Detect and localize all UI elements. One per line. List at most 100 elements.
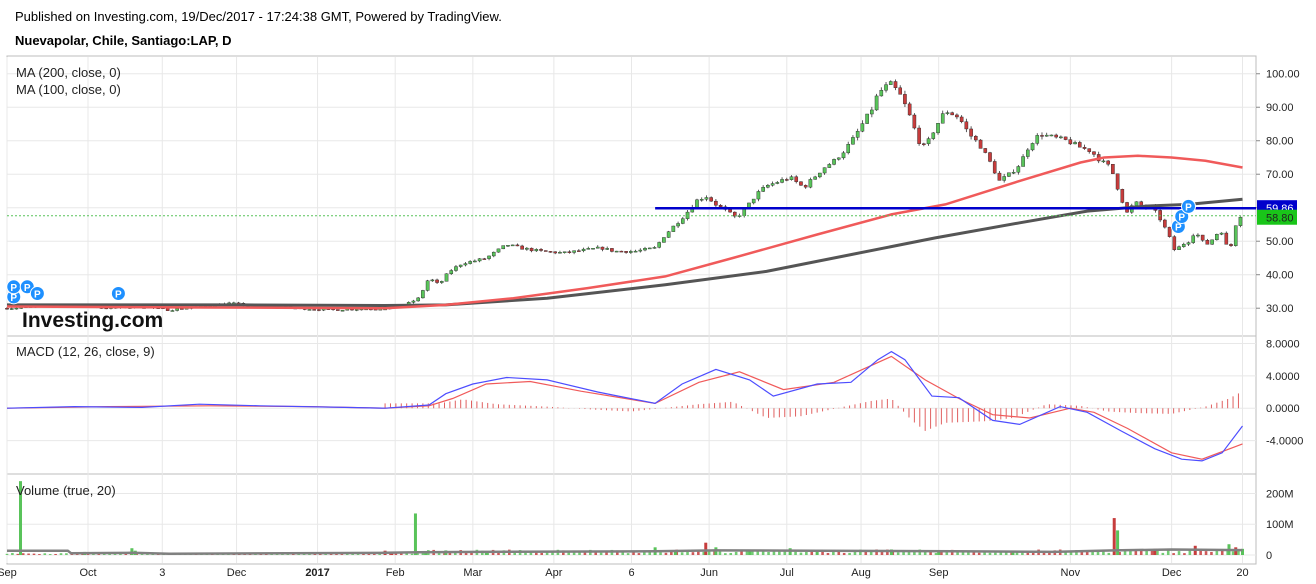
candle[interactable] xyxy=(841,152,846,159)
candle[interactable] xyxy=(870,109,874,115)
candle[interactable] xyxy=(425,280,430,291)
ma200-line[interactable] xyxy=(7,197,1243,308)
candle[interactable] xyxy=(581,248,586,252)
candle[interactable] xyxy=(444,273,449,282)
candle[interactable] xyxy=(595,246,600,249)
candle[interactable] xyxy=(496,248,501,253)
candle[interactable] xyxy=(463,263,468,266)
candle[interactable] xyxy=(1044,134,1049,137)
candle[interactable] xyxy=(600,246,605,250)
candle[interactable] xyxy=(624,251,628,253)
candle[interactable] xyxy=(416,297,420,302)
candle[interactable] xyxy=(964,121,969,130)
candle[interactable] xyxy=(312,309,316,311)
candle[interactable] xyxy=(1021,156,1025,167)
candle[interactable] xyxy=(591,248,595,250)
candle[interactable] xyxy=(836,157,841,160)
candle[interactable] xyxy=(681,218,685,224)
candle[interactable] xyxy=(699,199,704,201)
candle[interactable] xyxy=(340,310,345,312)
candle[interactable] xyxy=(1077,142,1082,148)
candle[interactable] xyxy=(1111,164,1115,174)
candle[interactable] xyxy=(917,127,921,144)
candle[interactable] xyxy=(884,84,888,91)
candle[interactable] xyxy=(430,279,435,282)
candle[interactable] xyxy=(1219,232,1224,235)
candle[interactable] xyxy=(1210,239,1214,245)
candle[interactable] xyxy=(978,139,983,149)
candle[interactable] xyxy=(714,200,718,206)
candle[interactable] xyxy=(893,81,898,89)
candle[interactable] xyxy=(572,250,576,253)
candle[interactable] xyxy=(879,90,884,97)
candle[interactable] xyxy=(846,144,851,154)
candle[interactable] xyxy=(586,248,591,250)
candle[interactable] xyxy=(567,251,572,253)
candle[interactable] xyxy=(482,258,487,260)
candle[interactable] xyxy=(1054,134,1058,138)
candle[interactable] xyxy=(1229,244,1233,246)
event-marker-icon[interactable] xyxy=(110,286,126,302)
candle[interactable] xyxy=(165,308,170,311)
candle[interactable] xyxy=(1134,201,1139,206)
candle[interactable] xyxy=(832,159,836,165)
ma100-line[interactable] xyxy=(6,154,1243,310)
candle[interactable] xyxy=(1063,136,1068,140)
candle[interactable] xyxy=(435,279,439,283)
candle[interactable] xyxy=(1092,151,1096,155)
candle[interactable] xyxy=(1224,232,1229,245)
candle[interactable] xyxy=(662,237,666,243)
candle[interactable] xyxy=(473,260,477,263)
candle[interactable] xyxy=(421,290,425,299)
candle[interactable] xyxy=(1163,219,1167,228)
candle[interactable] xyxy=(1026,149,1030,157)
candle[interactable] xyxy=(874,95,879,111)
candle[interactable] xyxy=(543,250,548,252)
candle[interactable] xyxy=(638,249,643,252)
candle[interactable] xyxy=(780,179,784,183)
candle[interactable] xyxy=(992,161,997,174)
candle[interactable] xyxy=(1205,240,1210,245)
candle[interactable] xyxy=(1068,139,1073,145)
candle[interactable] xyxy=(1181,243,1186,247)
candle[interactable] xyxy=(756,191,761,200)
candle[interactable] xyxy=(629,251,633,253)
candle[interactable] xyxy=(1115,173,1120,190)
candle[interactable] xyxy=(610,248,614,252)
candle[interactable] xyxy=(558,252,562,254)
candle[interactable] xyxy=(1007,172,1011,177)
candle[interactable] xyxy=(336,309,340,311)
candle[interactable] xyxy=(813,176,817,180)
macd-pane[interactable] xyxy=(6,350,1243,462)
candle[interactable] xyxy=(354,309,359,311)
candle[interactable] xyxy=(506,245,510,247)
candle[interactable] xyxy=(5,308,9,310)
candle[interactable] xyxy=(1087,148,1092,152)
candle[interactable] xyxy=(742,208,747,216)
candle[interactable] xyxy=(14,307,19,310)
candle[interactable] xyxy=(317,309,321,311)
candle[interactable] xyxy=(1002,176,1006,181)
candle[interactable] xyxy=(997,172,1002,181)
candle[interactable] xyxy=(1106,160,1110,165)
candle[interactable] xyxy=(827,164,832,168)
candle[interactable] xyxy=(907,103,912,116)
candle[interactable] xyxy=(1196,234,1200,237)
candle[interactable] xyxy=(510,244,515,247)
candle[interactable] xyxy=(728,209,732,213)
candle[interactable] xyxy=(926,138,931,145)
candle[interactable] xyxy=(1035,135,1040,144)
candle[interactable] xyxy=(411,300,416,303)
volume-ma-line[interactable] xyxy=(7,548,1243,556)
candle[interactable] xyxy=(789,176,794,180)
macd-line[interactable] xyxy=(6,350,1243,462)
candle[interactable] xyxy=(903,94,907,105)
candle[interactable] xyxy=(1200,234,1205,241)
candle[interactable] xyxy=(945,112,950,114)
candle[interactable] xyxy=(974,136,978,141)
candle[interactable] xyxy=(822,167,827,174)
candle[interactable] xyxy=(1238,216,1243,226)
candle[interactable] xyxy=(491,251,496,257)
candle[interactable] xyxy=(1016,166,1021,173)
